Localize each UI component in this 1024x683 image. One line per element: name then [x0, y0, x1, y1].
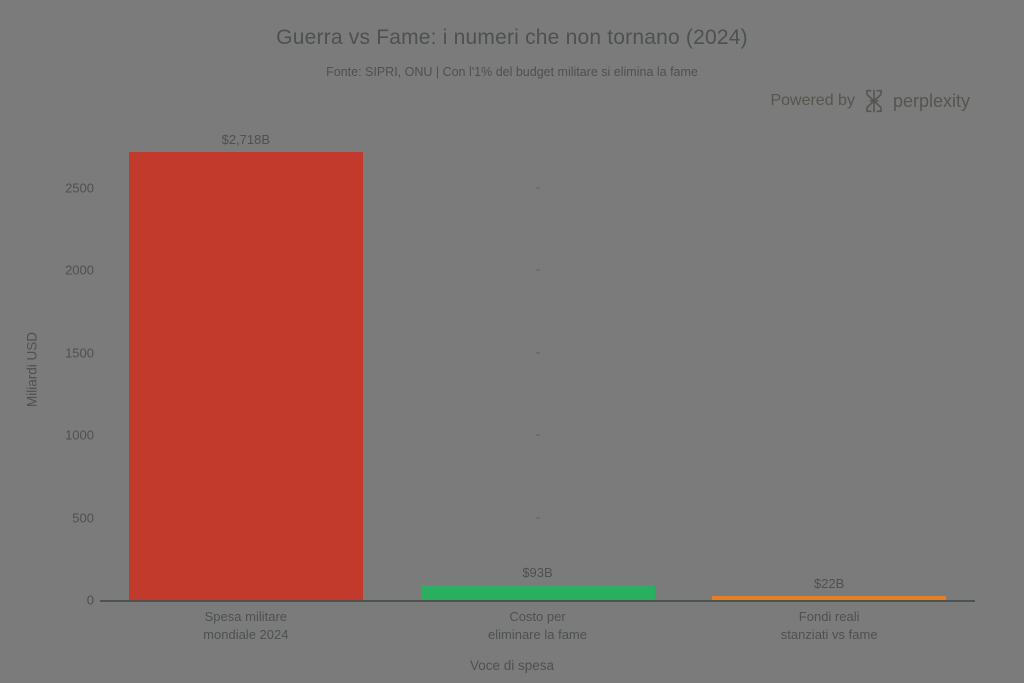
- x-category-label-line: Fondi reali: [798, 609, 860, 624]
- powered-by-label: Powered by: [770, 92, 855, 109]
- gridline-dash: [535, 434, 540, 437]
- gridline-dash: [535, 187, 540, 189]
- x-category-label: Costo per eliminare la fame: [423, 608, 653, 644]
- gridline-dash: [535, 516, 540, 519]
- x-category-label-line: stanziati vs fame: [780, 627, 878, 642]
- bar-value-label: $93B: [522, 564, 553, 580]
- y-tick-label: 0: [86, 592, 94, 608]
- y-axis-title: Miliardi USD: [24, 332, 40, 408]
- x-category-label-line: Costo per: [509, 609, 566, 624]
- y-tick-label: 2500: [65, 180, 94, 196]
- x-category-label-line: eliminare la fame: [488, 627, 587, 642]
- x-category-label: Fondi reali stanziati vs fame: [714, 608, 944, 644]
- y-tick-label: 500: [72, 510, 94, 526]
- y-tick-label: 1500: [65, 345, 94, 361]
- x-category-label-line: mondiale 2024: [203, 627, 289, 642]
- bar-value-label: $2,718B: [221, 132, 271, 148]
- powered-by-brand: Powered by perplexity: [770, 88, 970, 114]
- chart-title: Guerra vs Fame: i numeri che non tornano…: [276, 26, 748, 49]
- bar-3: [712, 596, 947, 600]
- bar-2: [420, 584, 655, 600]
- gridline-dash: [535, 269, 540, 272]
- x-category-label: Spesa militare mondiale 2024: [131, 608, 361, 644]
- x-axis-title: Voce di spesa: [469, 658, 555, 673]
- perplexity-wordmark: perplexity: [892, 90, 970, 111]
- gridline-dash: [535, 351, 540, 354]
- x-axis-line: [100, 600, 975, 602]
- chart-subtitle: Fonte: SIPRI, ONU | Con l'1% del budget …: [326, 65, 698, 79]
- perplexity-logo-icon: [861, 88, 887, 114]
- y-tick-label: 1000: [65, 427, 94, 443]
- y-tick-label: 2000: [65, 262, 94, 278]
- bar-value-label: $22B: [813, 576, 845, 592]
- bar-1: [128, 152, 363, 600]
- x-category-label-line: Spesa militare: [204, 609, 288, 624]
